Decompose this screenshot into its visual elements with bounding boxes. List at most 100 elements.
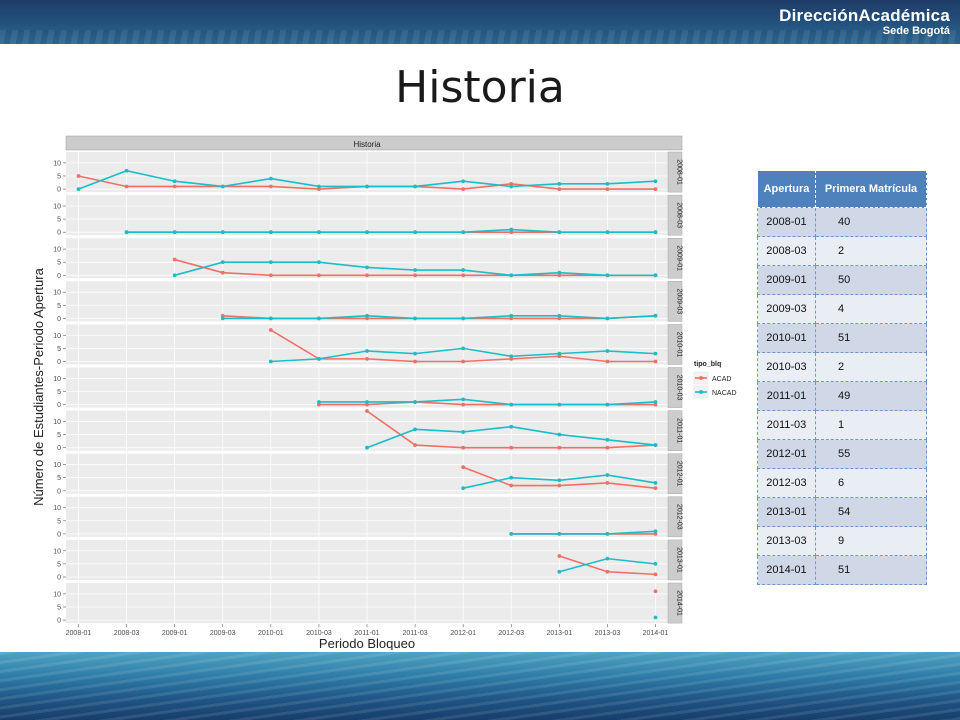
x-tick-label: 2009-01 (162, 630, 188, 637)
table-row: 2012-01 55 (757, 439, 928, 469)
data-point-nacad (557, 478, 562, 483)
y-tick-label: 0 (57, 488, 61, 495)
y-axis-title: Número de Estudiantes-Periodo Apertura (31, 267, 46, 506)
cell-apertura: 2014-01 (757, 555, 816, 585)
data-point-nacad (653, 179, 658, 184)
data-point-nacad (365, 400, 369, 404)
legend-label-acad: ACAD (712, 376, 731, 383)
data-point-nacad (653, 313, 658, 318)
data-point-acad (365, 273, 369, 278)
data-point-nacad (172, 230, 177, 235)
data-point-acad (413, 273, 417, 278)
data-point-nacad (557, 313, 562, 318)
x-tick-label: 2012-03 (498, 630, 524, 637)
data-point-nacad (413, 316, 417, 321)
data-point-nacad (317, 230, 321, 235)
data-point-nacad (268, 230, 273, 235)
y-tick-label: 0 (57, 316, 61, 323)
facet-strip (667, 496, 683, 538)
data-point-nacad (557, 351, 562, 356)
data-point-acad (413, 443, 417, 447)
series-line-nacad (318, 398, 656, 406)
cell-primera-matricula: 6 (814, 468, 928, 498)
y-tick-label: 10 (53, 247, 61, 254)
cell-apertura: 2012-03 (757, 468, 816, 498)
y-tick-label: 10 (53, 591, 61, 598)
series-line-nacad (126, 228, 656, 233)
faceted-line-chart: Historia 0 5 10 2008-01 0 5 10 2008-03 0 5 10 2009-0… (31, 135, 737, 650)
y-tick-label: 5 (57, 561, 61, 568)
series-line-nacad (511, 530, 656, 535)
y-tick-label: 10 (53, 462, 61, 469)
y-tick-label: 5 (57, 346, 61, 353)
x-tick-label: 2010-03 (306, 630, 332, 637)
data-point-acad (509, 483, 514, 488)
data-point-acad (317, 273, 321, 278)
cell-primera-matricula: 51 (814, 555, 928, 585)
facet-strip (667, 237, 683, 279)
data-point-acad (172, 184, 177, 189)
data-point-nacad (605, 437, 610, 442)
cell-primera-matricula: 51 (814, 323, 928, 353)
x-tick-label: 2008-03 (114, 630, 140, 637)
data-point-acad (509, 445, 514, 450)
data-point-nacad (509, 354, 514, 359)
data-point-nacad (557, 402, 562, 407)
data-point-nacad (509, 424, 514, 429)
x-tick-label: 2009-03 (210, 630, 236, 637)
x-tick-label: 2010-01 (258, 630, 284, 637)
data-point-acad (557, 354, 562, 359)
y-tick-label: 10 (53, 548, 61, 555)
legend-label-nacad: NACAD (712, 390, 737, 397)
cell-apertura: 2013-03 (757, 526, 816, 556)
x-tick-label: 2008-01 (66, 630, 92, 637)
legend-key-point (699, 390, 703, 394)
data-point-acad (605, 569, 610, 574)
data-point-acad (268, 328, 273, 332)
data-point-acad (557, 187, 562, 191)
data-point-nacad (509, 313, 514, 318)
footer-stripes (0, 652, 960, 720)
data-point-acad (317, 187, 321, 191)
data-point-acad (653, 486, 658, 491)
data-point-nacad (220, 260, 225, 265)
data-point-acad (605, 445, 610, 450)
title-strip (65, 135, 683, 151)
x-tick-label: 2013-03 (595, 630, 621, 637)
y-tick-label: 0 (57, 445, 61, 452)
data-point-nacad (365, 265, 369, 270)
cell-apertura: 2009-03 (757, 294, 816, 324)
data-point-nacad (605, 349, 610, 353)
data-point-acad (557, 316, 562, 321)
apertura-table: Apertura Primera Matrícula 2008-01 40 2008… (757, 170, 928, 585)
data-point-nacad (220, 230, 225, 235)
data-point-nacad (605, 473, 610, 477)
data-point-acad (461, 445, 466, 450)
data-point-nacad (365, 445, 369, 450)
data-point-nacad (605, 556, 610, 561)
data-point-nacad (557, 569, 562, 574)
table-body: 2008-01 40 2008-03 2 2009-01 50 2009-03 4 2010-0… (757, 207, 928, 585)
y-tick-label: 10 (53, 376, 61, 383)
data-point-acad (509, 356, 514, 361)
data-point-acad (509, 316, 514, 321)
cell-apertura: 2012-01 (757, 439, 816, 469)
cell-primera-matricula: 4 (814, 294, 928, 324)
facet-strip (667, 582, 683, 624)
x-tick-label: 2012-01 (450, 630, 476, 637)
data-point-acad (365, 316, 369, 321)
cell-primera-matricula: 50 (814, 265, 928, 295)
facet-strip-label: 2012-03 (676, 504, 683, 530)
y-tick-label: 0 (57, 230, 61, 237)
data-point-acad (461, 465, 466, 470)
table-row: 2011-03 1 (757, 410, 928, 440)
table-row: 2010-01 51 (757, 323, 928, 353)
y-tick-label: 0 (57, 531, 61, 538)
x-tick-label: 2013-01 (546, 630, 572, 637)
facet-strip (667, 194, 683, 236)
data-point-nacad (557, 532, 562, 536)
y-tick-label: 0 (57, 273, 61, 280)
data-point-acad (172, 257, 177, 262)
table-row: 2010-03 2 (757, 352, 928, 382)
data-point-nacad (365, 184, 369, 189)
